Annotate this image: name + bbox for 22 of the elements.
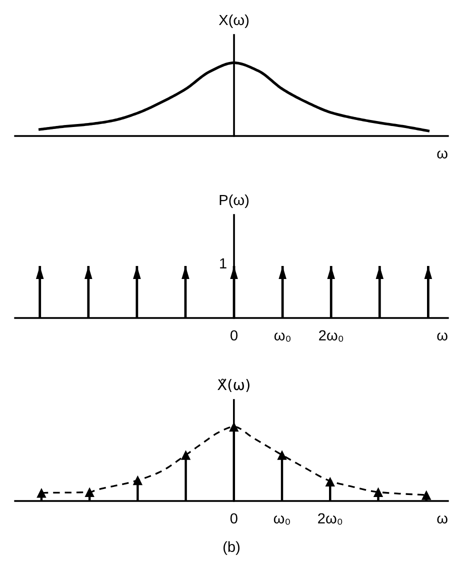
x-axis-title: ω	[437, 516, 448, 524]
y-axis-title: P(ω)	[220, 194, 249, 208]
x-axis-title: ω	[437, 150, 448, 159]
x-tick-label: ω₀	[274, 332, 290, 342]
annotation: 1	[220, 258, 226, 268]
y-axis-title: X̃(ω)	[218, 378, 250, 392]
point	[325, 476, 335, 487]
point	[132, 475, 143, 486]
x-axis-title: ω	[437, 332, 448, 341]
text: (b)	[223, 541, 240, 555]
point	[421, 490, 432, 500]
y-axis-title: X(ω)	[218, 14, 249, 28]
x-tick-label: 0	[230, 330, 238, 341]
point	[180, 450, 191, 460]
point	[36, 488, 46, 498]
point	[277, 450, 287, 460]
point	[373, 487, 384, 497]
point	[84, 487, 94, 497]
x-tick-label: 0	[230, 513, 238, 524]
x-tick-label: 2ω₀	[319, 330, 344, 342]
x-tick-label: ω₀	[274, 516, 290, 525]
x-tick-label: 2ω₀	[318, 513, 342, 525]
